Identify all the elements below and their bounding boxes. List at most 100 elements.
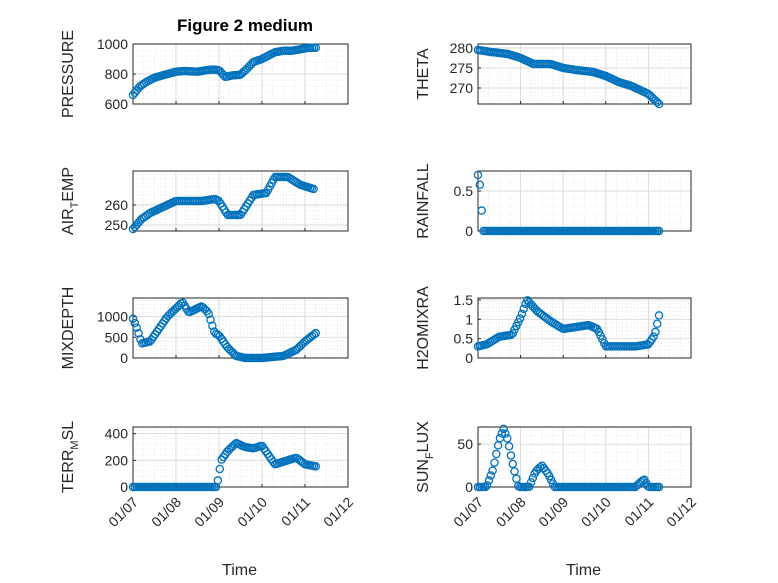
data-point bbox=[524, 482, 534, 492]
data-point bbox=[309, 330, 319, 339]
minor-grid bbox=[132, 427, 349, 488]
y-label-part: TERR bbox=[60, 450, 77, 494]
chart-pressure: 600 800 1000 PRESSURE bbox=[60, 30, 349, 118]
data-point bbox=[654, 482, 664, 492]
data-point bbox=[654, 99, 664, 109]
figure-title: Figure 2 medium bbox=[177, 16, 313, 35]
data-point bbox=[654, 226, 664, 236]
y-axis-label: TERRMSL bbox=[60, 421, 81, 493]
y-tick-label: 0 bbox=[120, 479, 128, 495]
y-tick-label: 1000 bbox=[97, 36, 128, 52]
x-axis-label: Time bbox=[566, 562, 601, 579]
y-tick-label: 200 bbox=[105, 452, 129, 468]
y-tick-label: 0 bbox=[465, 479, 473, 495]
data-point bbox=[481, 482, 490, 492]
y-tick-label: 275 bbox=[450, 60, 474, 76]
data-point bbox=[311, 43, 320, 53]
x-tick-label: 01/11 bbox=[621, 494, 657, 530]
y-axis-label: PRESSURE bbox=[60, 30, 77, 118]
y-tick-label: 0 bbox=[465, 350, 473, 366]
data-point bbox=[213, 476, 223, 485]
data-point bbox=[652, 319, 662, 328]
data-point bbox=[651, 327, 660, 337]
y-tick-label: 260 bbox=[105, 197, 129, 213]
y-axis-label: MIXDEPTH bbox=[60, 287, 77, 370]
data-series bbox=[128, 43, 320, 100]
data-point bbox=[501, 429, 510, 438]
data-point bbox=[128, 314, 138, 323]
data-point bbox=[482, 481, 492, 490]
minor-grid bbox=[132, 298, 349, 359]
x-tick-label: 01/08 bbox=[493, 494, 529, 530]
data-point bbox=[503, 434, 512, 443]
y-tick-label: 800 bbox=[105, 66, 129, 82]
y-axis-label: RAINFALL bbox=[415, 163, 432, 239]
x-tick-label: 01/08 bbox=[148, 494, 184, 530]
y-tick-label: 400 bbox=[105, 426, 129, 442]
y-label-subscript: T bbox=[69, 201, 81, 208]
data-point bbox=[130, 318, 140, 328]
chart-sun-flux: 0 50 01/07 01/08 01/09 01/10 01/11 01/12 SUNFLUX… bbox=[415, 421, 699, 579]
y-label-part: AIR bbox=[60, 208, 77, 235]
x-tick-label: 01/07 bbox=[105, 494, 141, 530]
data-point bbox=[484, 476, 494, 485]
data-series bbox=[473, 296, 664, 351]
y-label-part: SUN bbox=[415, 459, 432, 493]
y-tick-label: 280 bbox=[450, 40, 474, 56]
chart-terr-msl: 0 200 400 01/07 01/08 01/09 01/10 01/11 01/12 TER… bbox=[60, 421, 356, 579]
y-label-part: H2OMIXRA bbox=[415, 286, 432, 370]
y-label-part: EMP bbox=[60, 167, 77, 202]
y-tick-label: 0 bbox=[120, 350, 128, 366]
x-tick-label: 01/10 bbox=[578, 494, 614, 530]
y-tick-label: 1.5 bbox=[454, 292, 474, 308]
x-tick-label: 01/07 bbox=[450, 494, 486, 530]
data-point bbox=[490, 458, 499, 467]
data-series bbox=[128, 298, 320, 363]
y-axis-label: H2OMIXRA bbox=[415, 286, 432, 370]
data-point bbox=[132, 323, 141, 332]
chart-theta: 270 275 280 THETA bbox=[415, 40, 692, 109]
x-tick-label: 01/12 bbox=[320, 494, 356, 530]
data-point bbox=[504, 441, 514, 451]
x-tick-label: 01/12 bbox=[663, 494, 699, 530]
data-point bbox=[499, 424, 508, 434]
data-point bbox=[528, 473, 538, 483]
y-tick-label: 270 bbox=[450, 80, 474, 96]
data-point bbox=[215, 464, 225, 474]
data-series bbox=[473, 424, 664, 492]
y-axis-label: SUNFLUX bbox=[415, 421, 436, 493]
data-point bbox=[519, 304, 528, 314]
y-label-part: MIXDEPTH bbox=[60, 287, 77, 370]
y-label-subscript: F bbox=[424, 452, 436, 459]
minor-grid bbox=[477, 171, 692, 232]
axes-box bbox=[477, 297, 692, 359]
y-label-part: LUX bbox=[415, 421, 432, 452]
chart-rainfall: 0 0.5 RAINFALL bbox=[415, 163, 692, 239]
data-point bbox=[206, 315, 215, 325]
axes-box bbox=[477, 43, 692, 105]
data-point bbox=[517, 309, 527, 319]
y-axis-label: THETA bbox=[415, 48, 432, 100]
y-label-part: THETA bbox=[415, 48, 432, 100]
y-tick-label: 0 bbox=[465, 223, 473, 239]
data-point bbox=[309, 184, 318, 194]
data-point bbox=[477, 206, 486, 215]
data-point bbox=[506, 451, 516, 460]
data-series bbox=[128, 438, 320, 492]
data-point bbox=[497, 429, 507, 438]
y-tick-label: 600 bbox=[105, 96, 129, 112]
x-tick-label: 01/10 bbox=[234, 494, 270, 530]
x-tick-label: 01/09 bbox=[191, 494, 227, 530]
y-tick-label: 500 bbox=[105, 329, 129, 345]
data-series bbox=[128, 172, 318, 234]
y-label-part: PRESSURE bbox=[60, 30, 77, 118]
data-point bbox=[311, 462, 320, 471]
y-tick-label: 0.5 bbox=[454, 331, 474, 347]
data-series bbox=[473, 45, 664, 109]
y-tick-label: 250 bbox=[105, 217, 129, 233]
y-label-subscript: M bbox=[69, 440, 81, 449]
x-axis-label: Time bbox=[222, 562, 257, 579]
x-tick-label: 01/09 bbox=[535, 494, 571, 530]
data-point bbox=[526, 478, 536, 487]
y-tick-label: 0.5 bbox=[454, 183, 474, 199]
